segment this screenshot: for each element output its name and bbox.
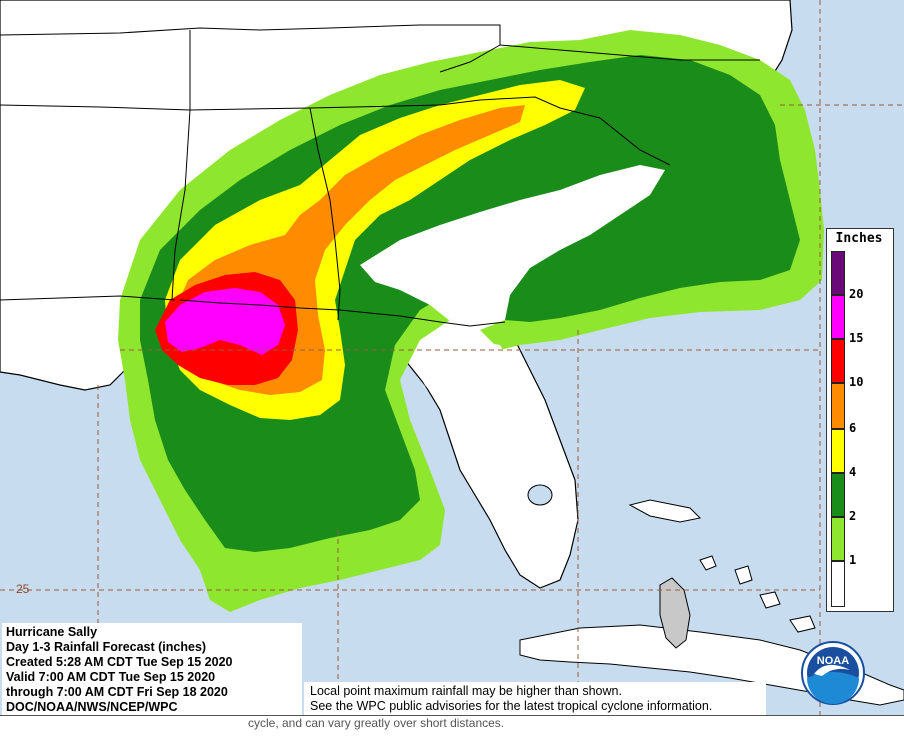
bottom-note: cycle, and can vary greatly over short d… (248, 716, 505, 730)
info-agency: DOC/NOAA/NWS/NCEP/WPC (6, 700, 178, 714)
forecast-info-box: Hurricane Sally Day 1-3 Rainfall Forecas… (2, 623, 302, 715)
info-valid-time: Valid 7:00 AM CDT Tue Sep 15 2020 (6, 670, 216, 684)
svg-text:NOAA: NOAA (817, 655, 849, 667)
legend-swatch-20 (831, 251, 845, 295)
info-created-time: Created 5:28 AM CDT Tue Sep 15 2020 (6, 655, 233, 669)
lake-okeechobee (527, 484, 553, 506)
legend-swatch-1 (831, 517, 845, 561)
legend-label-20: 20 (849, 287, 864, 301)
disclaimer-line-2: See the WPC public advisories for the la… (310, 699, 713, 713)
legend-label-2: 2 (849, 509, 857, 523)
rainfall-legend: Inches 20 15 10 6 4 2 1 (826, 228, 894, 612)
legend-label-6: 6 (849, 421, 857, 435)
legend-swatch-2 (831, 473, 845, 517)
land-bahamas (628, 499, 816, 633)
rain-dry-fl-peninsula (410, 340, 570, 575)
bottom-note-strip: cycle, and can vary greatly over short d… (0, 715, 904, 742)
legend-label-10: 10 (849, 375, 864, 389)
rain-dry-fl-ga (360, 165, 665, 330)
disclaimer-line-1: Local point maximum rainfall may be high… (310, 684, 622, 698)
legend-swatch-6 (831, 383, 845, 429)
latitude-label: 25 (16, 582, 30, 596)
state-boundaries (0, 24, 760, 327)
legend-swatch-4 (831, 429, 845, 473)
legend-label-15: 15 (849, 331, 864, 345)
noaa-logo: NOAA (801, 641, 865, 705)
info-through-time: through 7:00 AM CDT Fri Sep 18 2020 (6, 685, 228, 699)
info-storm-name: Hurricane Sally (6, 625, 98, 639)
land-andros (659, 577, 691, 649)
legend-title: Inches (835, 231, 883, 246)
legend-swatch-0 (831, 561, 845, 607)
legend-label-4: 4 (849, 465, 857, 479)
legend-swatch-15 (831, 295, 845, 339)
legend-swatch-10 (831, 339, 845, 383)
disclaimer-box: Local point maximum rainfall may be high… (304, 682, 766, 716)
legend-label-1: 1 (849, 553, 857, 567)
info-product-title: Day 1-3 Rainfall Forecast (inches) (6, 640, 207, 654)
